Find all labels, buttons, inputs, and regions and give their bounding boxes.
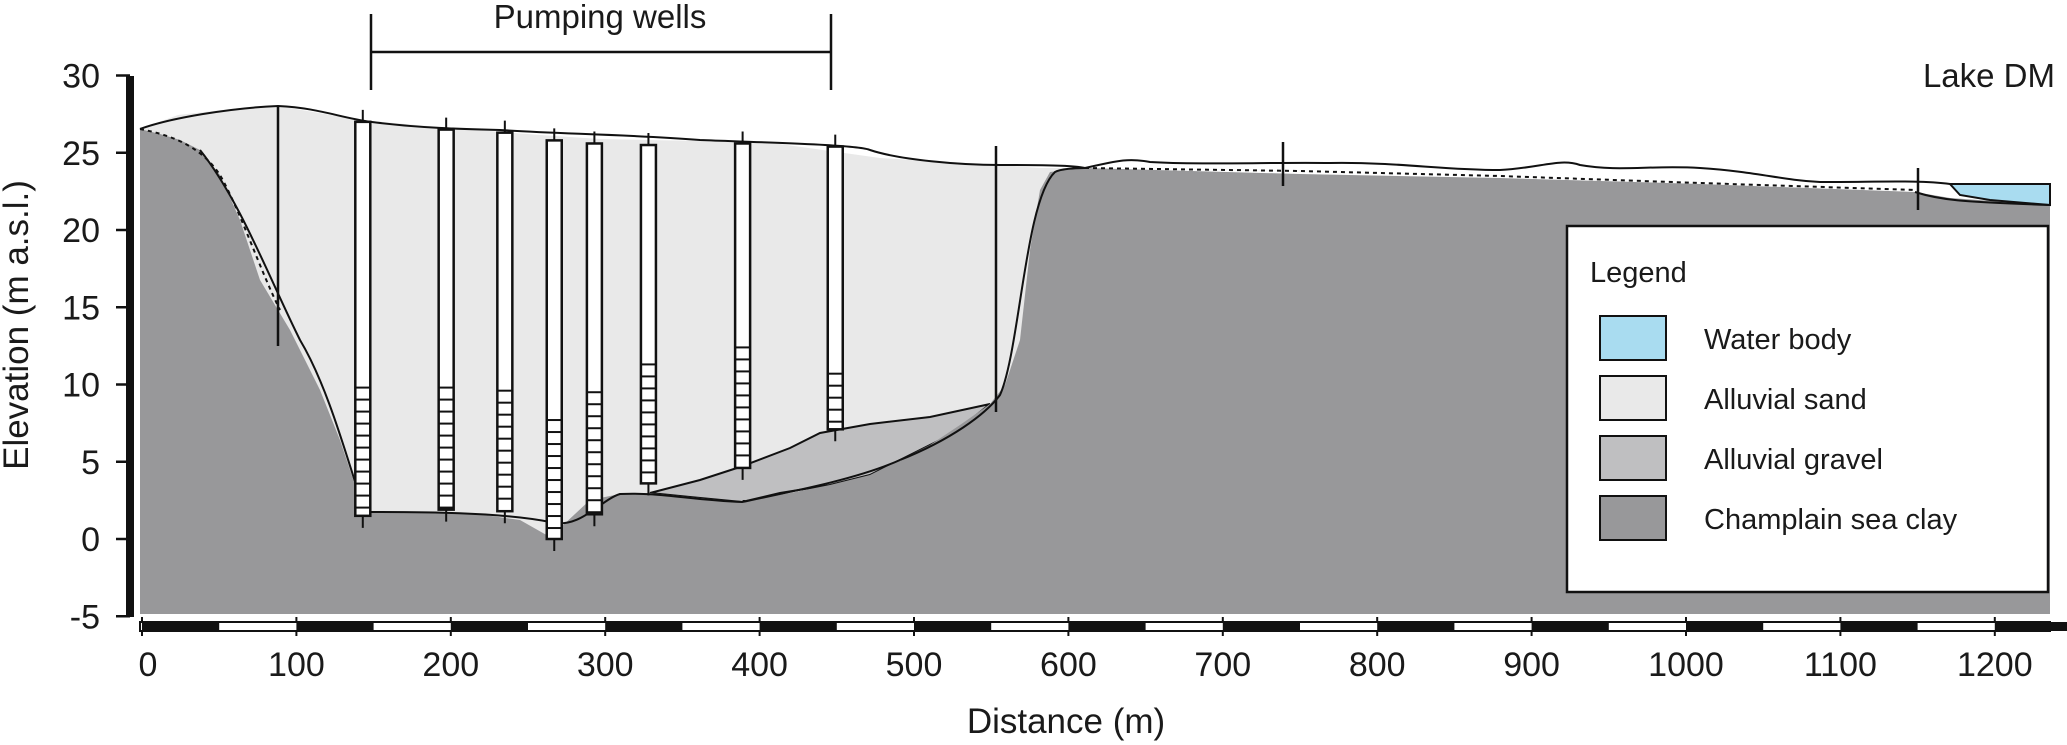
- well-casing: [354, 120, 372, 518]
- lake-shore-contact: [1914, 191, 2051, 206]
- scale-bar-segment: [450, 622, 528, 631]
- pumping-wells-label: Pumping wells: [494, 0, 707, 35]
- legend-item: Alluvial gravel: [1599, 435, 1883, 481]
- boundaries: [139, 104, 2051, 525]
- x-tick-label: 900: [1503, 646, 1560, 684]
- scale-bar-segment: [1686, 622, 1764, 631]
- y-tick-label: 0: [81, 521, 100, 559]
- x-tick-label: 300: [577, 646, 634, 684]
- legend-title: Legend: [1590, 257, 1687, 289]
- legend-swatch: [1599, 375, 1667, 421]
- legend-item-label: Alluvial gravel: [1704, 444, 1883, 476]
- scale-bar-segment: [759, 622, 837, 631]
- x-tick-label: 100: [268, 646, 325, 684]
- well-casing: [639, 143, 658, 485]
- legend-item: Water body: [1599, 315, 1852, 361]
- pumping-well: [496, 120, 514, 524]
- x-tick-label: 0: [139, 646, 158, 684]
- scale-bar-segment: [1531, 622, 1609, 631]
- well-casing: [585, 142, 604, 516]
- y-tick-label: 15: [62, 289, 100, 327]
- x-tick-label: 1000: [1648, 646, 1724, 684]
- x-tick-label: 1100: [1804, 646, 1877, 684]
- legend-item-label: Champlain sea clay: [1704, 504, 1958, 536]
- pumping-well: [354, 109, 372, 528]
- water-body: [1947, 183, 2051, 207]
- pumping-well: [639, 133, 658, 496]
- legend-swatch: [1599, 435, 1667, 481]
- legend-swatch: [1599, 315, 1667, 361]
- legend-item-label: Alluvial sand: [1704, 384, 1867, 416]
- borehole-lines: [276, 106, 1920, 502]
- scale-bar-segment: [605, 622, 683, 631]
- y-tick-label: -5: [70, 598, 100, 636]
- y-tick-label: 10: [62, 367, 100, 405]
- x-tick-label: 800: [1349, 646, 1406, 684]
- pumping-well: [545, 128, 563, 551]
- well-casing: [496, 131, 514, 513]
- gravel-clay-contact: [899, 167, 1086, 461]
- axes: 30 25 20 15 10 5 0 -5 0 100 200 300 400 500 600 700 800…: [0, 58, 2067, 741]
- pumping-wells: [354, 109, 845, 551]
- legend-swatch: [1599, 495, 1667, 541]
- legend-item: Champlain sea clay: [1599, 495, 1958, 541]
- well-casing: [545, 139, 563, 541]
- x-tick-label: 200: [422, 646, 479, 684]
- well-casing: [733, 142, 752, 470]
- legend-items: Water body Alluvial sand Alluvial gravel Ch…: [1599, 315, 1958, 541]
- scale-bar-segment: [1840, 622, 1918, 631]
- scale-bar-segment: [1222, 622, 1300, 631]
- x-tick-label: 400: [731, 646, 788, 684]
- x-tick-label: 500: [886, 646, 943, 684]
- legend-item: Alluvial sand: [1599, 375, 1867, 421]
- well-casing: [826, 145, 845, 431]
- well-casing: [437, 128, 455, 511]
- x-axis-label: Distance (m): [967, 702, 1165, 741]
- y-axis-label: Elevation (m a.s.l.): [0, 180, 36, 470]
- pumping-well: [585, 131, 604, 527]
- x-ticks: 0 100 200 300 400 500 600 700 800 900 1000 1100 1200: [139, 617, 2033, 684]
- y-tick-label: 5: [81, 444, 100, 482]
- x-tick-label: 700: [1194, 646, 1251, 684]
- y-tick-label: 20: [62, 212, 100, 250]
- x-scale-bar: [139, 621, 2067, 632]
- sand-clay-contact: [199, 149, 901, 525]
- scale-bar-segment: [1068, 622, 1146, 631]
- legend: Legend Water body Alluvial sand Alluvial g…: [1565, 224, 2050, 594]
- pumping-well: [733, 131, 752, 480]
- x-tick-label: 1200: [1957, 646, 2033, 684]
- x-tick-label: 600: [1040, 646, 1097, 684]
- scale-bar-segment: [914, 622, 992, 631]
- scale-bar-segment: [296, 622, 374, 631]
- scale-bar-segment: [1994, 622, 2067, 631]
- y-tick-label: 30: [62, 58, 100, 96]
- dotted-contact-west: [139, 128, 281, 311]
- pumping-well: [437, 117, 455, 522]
- pumping-wells-bracket: [369, 14, 833, 90]
- scale-bar-segment: [1377, 622, 1455, 631]
- y-ticks: 30 25 20 15 10 5 0 -5: [62, 58, 130, 636]
- scale-bar-segment: [142, 622, 220, 631]
- legend-item-label: Water body: [1704, 324, 1852, 356]
- lake-label: Lake DM: [1923, 57, 2055, 94]
- y-tick-label: 25: [62, 135, 100, 173]
- pumping-well: [826, 134, 845, 442]
